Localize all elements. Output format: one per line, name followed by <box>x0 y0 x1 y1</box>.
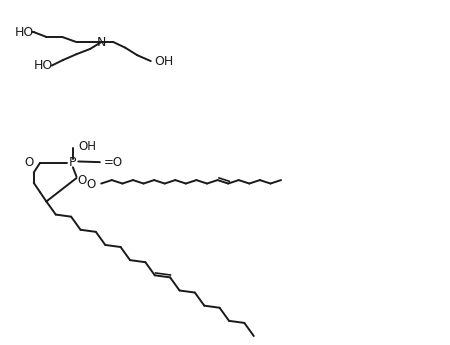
Text: OH: OH <box>154 55 174 68</box>
Text: O: O <box>86 178 96 191</box>
Text: HO: HO <box>14 26 34 39</box>
Text: O: O <box>77 174 87 187</box>
Text: HO: HO <box>34 59 53 72</box>
Text: O: O <box>24 156 34 169</box>
Text: N: N <box>97 36 106 49</box>
Text: OH: OH <box>78 140 96 153</box>
Text: =O: =O <box>104 156 122 169</box>
Text: P: P <box>69 156 76 169</box>
